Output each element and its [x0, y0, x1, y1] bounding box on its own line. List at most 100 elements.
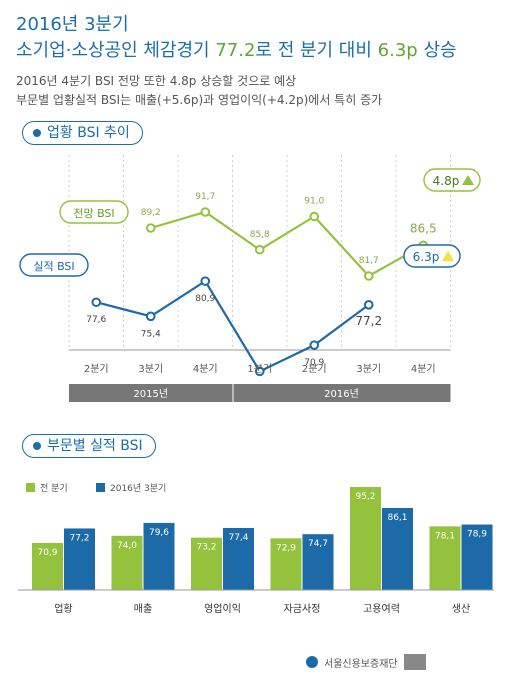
- up-arrow-icon: [462, 175, 474, 185]
- bar-data-label: 77,4: [228, 533, 248, 543]
- current-quarter-bar: [223, 527, 254, 590]
- prev-quarter-bar: [32, 542, 63, 590]
- bar-data-label: 74,0: [117, 541, 137, 551]
- section-title-sector-label: 부문별 실적 BSI: [47, 438, 143, 454]
- forecast-bsi-line: [150, 210, 424, 278]
- forecast-series-name: 전망 BSI: [73, 207, 114, 220]
- prev-quarter-bar: [191, 537, 222, 590]
- legend-swatch: [96, 483, 105, 492]
- bar-data-label: 86,1: [387, 513, 407, 523]
- current-quarter-bar: [382, 507, 413, 590]
- section-title-sector: 부문별 실적 BSI: [22, 434, 156, 458]
- x-tick-label: 4분기: [411, 363, 436, 375]
- bar-data-label: 74,7: [308, 539, 328, 549]
- actual-bsi-line: [95, 279, 370, 373]
- legend-swatch: [26, 483, 35, 492]
- forecast-point: [200, 207, 211, 217]
- legend-label: 전 분기: [40, 483, 68, 494]
- forecast-data-label: 91,0: [304, 196, 324, 206]
- footer-logo: 서울신용보증재단: [306, 654, 426, 670]
- page-title: 2016년 3분기: [16, 14, 129, 35]
- x-tick-label: 1분기: [247, 363, 272, 375]
- forecast-data-label: 81,7: [359, 256, 379, 266]
- bar-data-label: 78,1: [435, 531, 455, 541]
- actual-point: [200, 276, 211, 286]
- actual-data-label: 70,9: [304, 358, 324, 368]
- bar-data-label: 79,6: [149, 528, 169, 538]
- bar-chart-legend: 전 분기 2016년 3분기: [26, 483, 166, 494]
- section-title-trend: 업황 BSI 추이: [22, 121, 143, 145]
- line-chart: 89,2 91,7 85,8 91,0 81,7 86,5 전망 BSI 4.8p 77,6 75…: [19, 155, 481, 402]
- page-headline: 소기업·소상공인 체감경기 77.2로 전 분기 대비 6.3p 상승: [16, 36, 457, 62]
- year-bar-2015: [69, 384, 233, 402]
- bar-data-label: 72,9: [276, 543, 296, 553]
- bar-data-label: 73,2: [196, 543, 216, 553]
- forecast-data-label: 91,7: [195, 192, 215, 202]
- bar-chart-bars: 70,9 77,2 74,0 79,6 73,2 77,4 72,9 74,7 95,2 86,1…: [32, 487, 493, 590]
- x-tick-label: 2분기: [302, 363, 327, 375]
- actual-point: [309, 340, 320, 350]
- bar-data-label: 70,9: [37, 548, 57, 558]
- subtitle-1: 2016년 4분기 BSI 전망 또한 4.8p 상승할 것으로 예상: [16, 74, 297, 88]
- x-tick-label: 3분기: [138, 363, 163, 375]
- forecast-data-label: 85,8: [250, 230, 270, 240]
- logo-mark-icon: [306, 656, 318, 668]
- forecast-point: [363, 271, 374, 281]
- building-icon: [404, 654, 426, 670]
- actual-series-tag: [19, 253, 89, 277]
- prev-quarter-bar: [350, 487, 381, 590]
- year-label: 2015년: [133, 388, 168, 400]
- logo-text: 서울신용보증재단: [324, 658, 398, 670]
- actual-data-label: 80,9: [195, 294, 215, 304]
- subtitle-2: 부문별 업황실적 BSI는 매출(+5.6p)과 영업이익(+4.2p)에서 특…: [16, 93, 383, 107]
- prev-quarter-bar: [111, 535, 143, 590]
- bar-chart: 전 분기 2016년 3분기 70,9 77,2 74,0 79,6 73,2 77,4 72…: [18, 483, 494, 615]
- x-category-label: 자금사정: [284, 603, 321, 615]
- forecast-series-tag: [59, 200, 129, 224]
- line-chart-series: 89,2 91,7 85,8 91,0 81,7 86,5 전망 BSI 4.8p 77,6 75…: [19, 168, 481, 394]
- bar-data-label: 95,2: [355, 492, 375, 502]
- forecast-data-label: 89,2: [141, 208, 161, 218]
- headline-change: 6.3p: [377, 40, 418, 61]
- actual-series-name: 실적 BSI: [33, 260, 74, 273]
- legend-label: 2016년 3분기: [110, 483, 166, 494]
- line-chart-grid: [68, 155, 451, 351]
- x-category-label: 영업이익: [204, 602, 241, 615]
- current-quarter-bar: [143, 522, 175, 590]
- year-label: 2016년: [324, 388, 359, 400]
- bar-data-label: 78,9: [467, 530, 487, 540]
- current-quarter-bar: [461, 524, 493, 590]
- bar-data-label: 77,2: [69, 533, 89, 543]
- actual-data-label: 77,6: [86, 315, 106, 325]
- x-category-label: 생산: [452, 603, 470, 615]
- prev-quarter-bar: [270, 538, 302, 590]
- actual-data-label: 75,4: [141, 329, 161, 339]
- forecast-point: [145, 223, 156, 233]
- forecast-point: [309, 211, 320, 222]
- line-chart-x-axis: 2분기 3분기 4분기 1분기 2분기 3분기 4분기 2015년 2016년: [69, 363, 451, 402]
- x-tick-label: 2분기: [84, 363, 109, 375]
- headline-part-c: 로 전 분기 대비: [255, 40, 378, 61]
- x-tick-label: 4분기: [193, 363, 218, 375]
- current-quarter-bar: [64, 528, 95, 590]
- actual-data-label: 77,2: [355, 314, 382, 328]
- actual-point: [363, 300, 374, 310]
- headline-part-e: 상승: [417, 40, 457, 61]
- forecast-data-label: 86,5: [410, 221, 437, 235]
- x-category-label: 고용여력: [363, 603, 400, 615]
- current-quarter-bar: [302, 534, 334, 590]
- up-arrow-icon: [442, 251, 454, 261]
- year-bar-2016: [233, 384, 451, 402]
- actual-point: [254, 366, 265, 377]
- forecast-change-value: 4.8p: [433, 174, 460, 188]
- x-category-label: 업황: [54, 602, 72, 615]
- actual-change-badge: [403, 244, 461, 268]
- actual-point: [145, 311, 156, 322]
- actual-change-value: 6.3p: [413, 250, 440, 264]
- forecast-change-badge: [423, 168, 481, 192]
- x-category-label: 매출: [134, 603, 152, 615]
- prev-quarter-bar: [429, 526, 461, 590]
- x-tick-label: 3분기: [356, 363, 381, 375]
- forecast-point: [254, 244, 265, 255]
- bar-chart-x-axis: 업황 매출 영업이익 자금사정 고용여력 생산: [18, 589, 494, 615]
